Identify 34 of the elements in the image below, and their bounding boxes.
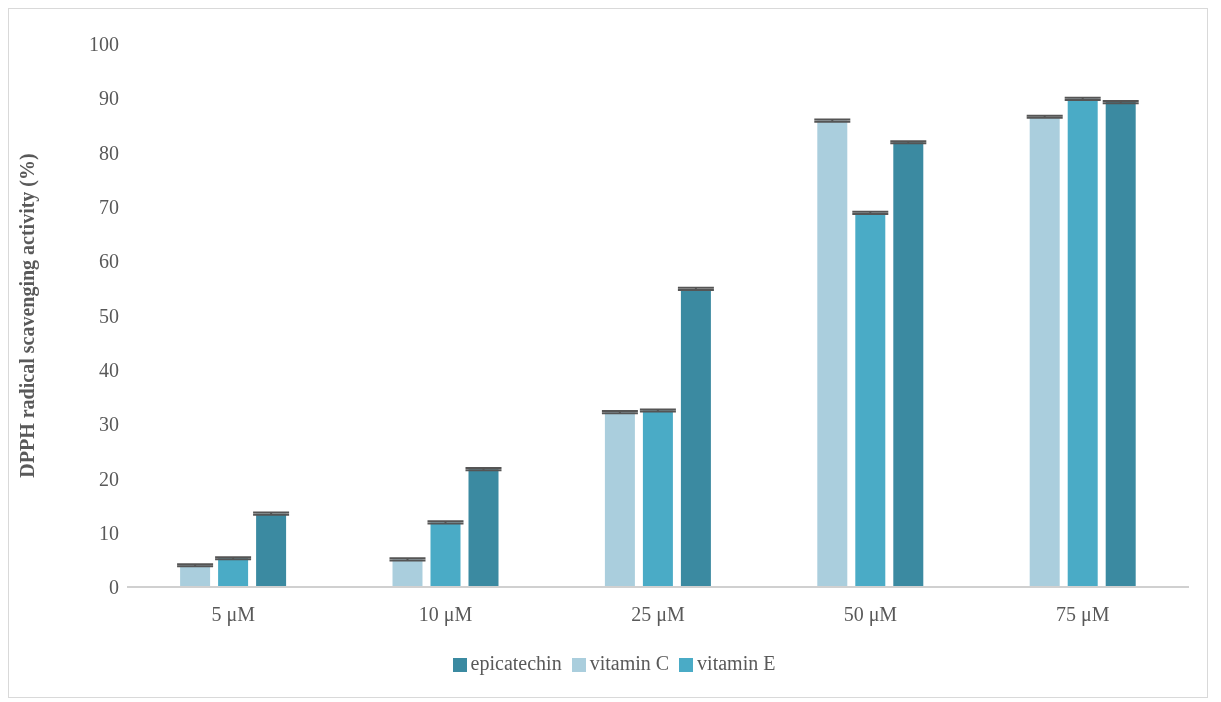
bar	[468, 469, 499, 587]
y-tick-label: 10	[99, 521, 119, 544]
y-tick-label: 50	[99, 304, 119, 327]
bar	[1067, 98, 1098, 587]
y-tick-label: 90	[99, 87, 119, 110]
bar	[256, 513, 287, 587]
legend-label: vitamin E	[697, 652, 776, 674]
legend-label: vitamin C	[589, 652, 670, 674]
x-tick-label: 10 μM	[418, 603, 473, 627]
bar	[893, 142, 924, 587]
y-tick-label: 60	[99, 250, 119, 273]
x-tick-label: 75 μM	[1056, 603, 1110, 627]
bar	[430, 522, 461, 587]
y-tick-label: 20	[99, 467, 119, 490]
bar	[855, 212, 886, 587]
bar	[642, 410, 673, 587]
x-tick-label: 50 μM	[843, 603, 898, 627]
y-tick-label: 100	[89, 33, 119, 56]
bar	[680, 288, 711, 587]
legend-label: epicatechin	[470, 652, 562, 674]
y-tick-label: 70	[99, 196, 119, 218]
bar	[604, 412, 635, 587]
y-tick-label: 0	[109, 576, 119, 599]
x-tick-label: 25 μM	[631, 603, 685, 627]
bar	[218, 558, 249, 587]
bar	[817, 120, 848, 587]
bar	[1029, 116, 1060, 587]
y-tick-label: 80	[99, 141, 119, 164]
y-tick-label: 40	[99, 358, 119, 381]
y-axis-title: DPPH radical scavenging activity (%)	[16, 153, 40, 478]
y-tick-label: 30	[99, 413, 119, 436]
bar	[1105, 102, 1136, 587]
bar	[392, 559, 423, 587]
x-tick-label: 5 μM	[211, 603, 256, 627]
